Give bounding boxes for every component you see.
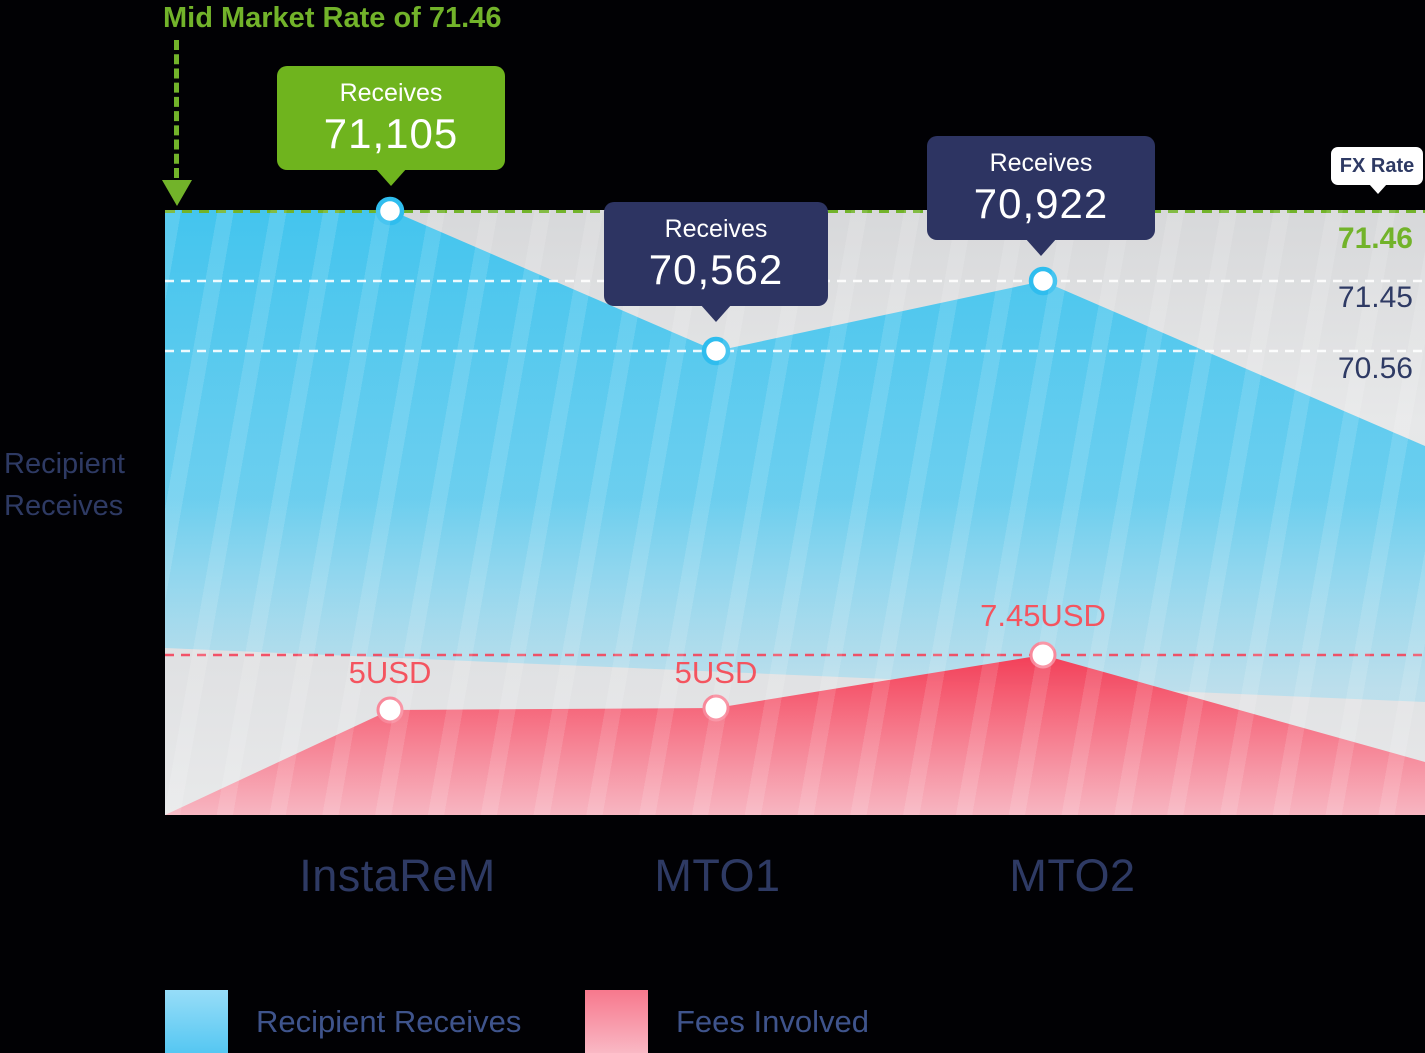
recipient-receives-area (165, 210, 1425, 702)
data-point-fee-mto1[interactable] (702, 694, 730, 722)
tooltip-value: 70,562 (648, 245, 784, 293)
mid-market-dashed-arrow-line (174, 40, 179, 178)
data-point-receives-instarem[interactable] (375, 196, 405, 226)
fee-label-instarem: 5USD (348, 655, 432, 690)
legend-label: Recipient Receives (256, 1003, 522, 1039)
legend-item-fees-involved[interactable]: Fees Involved (585, 990, 869, 1053)
data-point-receives-mto2[interactable] (1028, 266, 1058, 296)
chart-svg (165, 196, 1425, 815)
legend-item-recipient-receives[interactable]: Recipient Receives (165, 990, 521, 1053)
fx-rate-value-mto2: 71.45 (1337, 281, 1413, 314)
tooltip-value: 71,105 (323, 109, 459, 157)
x-axis-label-instarem: InstaReM (299, 850, 496, 901)
tooltip-receives-mto1: Receives 70,562 (604, 202, 828, 306)
fx-rate-value-mid-market: 71.46 (1337, 222, 1413, 255)
tooltip-value: 70,922 (973, 179, 1109, 227)
tooltip-title: Receives (989, 148, 1093, 177)
fx-rate-value-mto1: 70.56 (1337, 352, 1413, 385)
tooltip-title: Receives (339, 78, 443, 107)
fee-label-mto2: 7.45USD (980, 598, 1106, 633)
fx-rate-badge: FX Rate (1331, 147, 1423, 194)
tooltip-title: Receives (664, 214, 768, 243)
y-axis-label-line1: Recipient (4, 448, 125, 480)
tooltip-receives-instarem: Receives 71,105 (277, 66, 505, 170)
fees-area (165, 655, 1425, 815)
mid-market-rate-label: Mid Market Rate of 71.46 (163, 2, 502, 34)
y-axis-label-line2: Receives (4, 490, 124, 523)
data-point-fee-instarem[interactable] (376, 696, 404, 724)
data-point-fee-mto2[interactable] (1029, 641, 1057, 669)
x-axis-label-mto1: MTO1 (654, 850, 781, 901)
fee-label-mto1: 5USD (674, 655, 758, 690)
legend-swatch-red (585, 990, 648, 1053)
data-point-receives-mto1[interactable] (701, 336, 731, 366)
tooltip-receives-mto2: Receives 70,922 (927, 136, 1155, 240)
mid-market-arrowhead-icon (162, 180, 192, 206)
legend-swatch-blue (165, 990, 228, 1053)
x-axis-label-mto2: MTO2 (1009, 850, 1136, 901)
y-axis-label: Recipient Receives (4, 443, 125, 527)
legend-label: Fees Involved (676, 1003, 869, 1039)
